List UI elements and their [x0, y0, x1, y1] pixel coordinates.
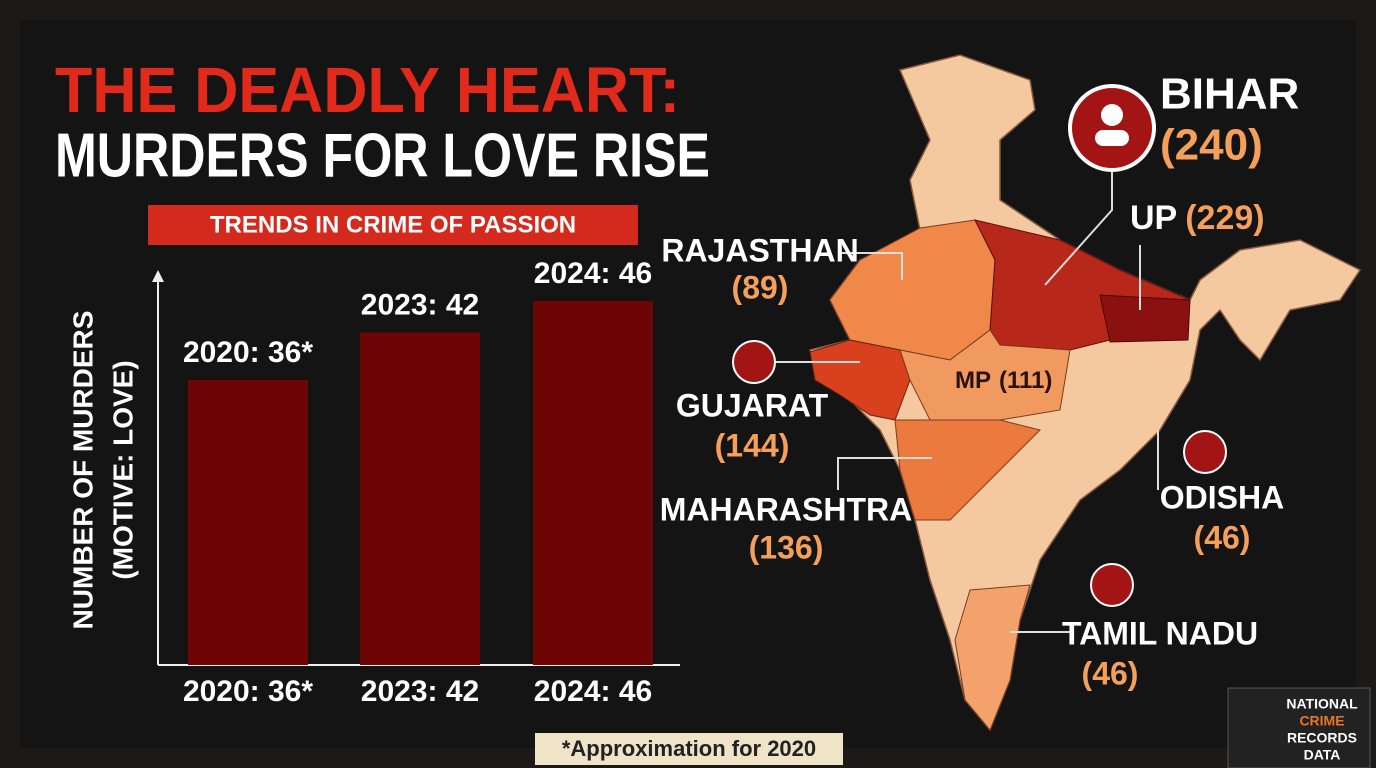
leader-line [1044, 170, 1113, 286]
title: MURDERS FOR LOVE RISE [55, 121, 710, 190]
region-count: (89) [732, 269, 789, 305]
region-count: (229) [1185, 199, 1264, 237]
heart-icon [732, 340, 776, 384]
badge-text: RECORDS [1287, 730, 1357, 746]
region-count: (136) [749, 529, 824, 565]
value-label: 2024: 46 [534, 257, 652, 290]
region-count: (111) [999, 367, 1052, 394]
value-label: 2023: 42 [361, 288, 479, 321]
region-name: ODISHA [1160, 479, 1284, 515]
x-tick-label: 2023: 42 [361, 675, 479, 708]
bar [360, 332, 480, 665]
maharashtra-region [894, 419, 1041, 521]
bihar-icon [1068, 84, 1156, 172]
heart-icon [1090, 563, 1134, 607]
region-count: (46) [1082, 655, 1139, 691]
region-count: (46) [1194, 519, 1251, 555]
axis-arrow [152, 270, 164, 282]
region-name: MAHARASHTRA [660, 491, 912, 527]
leader-line [840, 252, 903, 280]
region-name: GUJARAT [676, 387, 829, 423]
region-name: BIHAR [1160, 70, 1299, 119]
person-icon [1095, 130, 1129, 146]
bihar-region [1099, 294, 1191, 343]
y-axis-label: (MOTIVE: LOVE) [107, 360, 138, 579]
tamil-nadu-region [954, 584, 1031, 731]
region-count: (240) [1160, 121, 1263, 170]
badge-text: NATIONAL [1286, 696, 1358, 712]
footnote-box [535, 733, 843, 765]
badge-box [1227, 687, 1371, 768]
mp-region [899, 329, 1071, 421]
subtitle-banner [148, 205, 638, 245]
title: THE DEADLY HEART: [55, 54, 680, 126]
badge-text: CRIME [1299, 713, 1344, 729]
region-label: MP (111) [955, 367, 1052, 394]
region-name: TAMIL NADU [1062, 615, 1258, 651]
subtitle: TRENDS IN CRIME OF PASSION [210, 211, 576, 238]
footnote: *Approximation for 2020 [562, 736, 816, 761]
leader-line [837, 457, 932, 490]
region-count: (144) [715, 427, 790, 463]
region-name: UP [1130, 199, 1177, 237]
region-name: RAJASTHAN [661, 232, 858, 268]
person-icon [1101, 104, 1123, 126]
region-name: MP [955, 367, 991, 394]
bar [533, 300, 653, 665]
x-tick-label: 2020: 36* [183, 675, 313, 708]
ring-icon [1183, 430, 1227, 474]
value-label: 2020: 36* [183, 336, 313, 369]
x-tick-label: 2024: 46 [534, 675, 652, 708]
badge-text: DATA [1304, 747, 1341, 763]
y-axis-label: NUMBER OF MURDERS [67, 311, 98, 630]
bar [188, 380, 308, 665]
region-label: UP (229) [1130, 199, 1265, 237]
leader-lines [775, 170, 1159, 633]
